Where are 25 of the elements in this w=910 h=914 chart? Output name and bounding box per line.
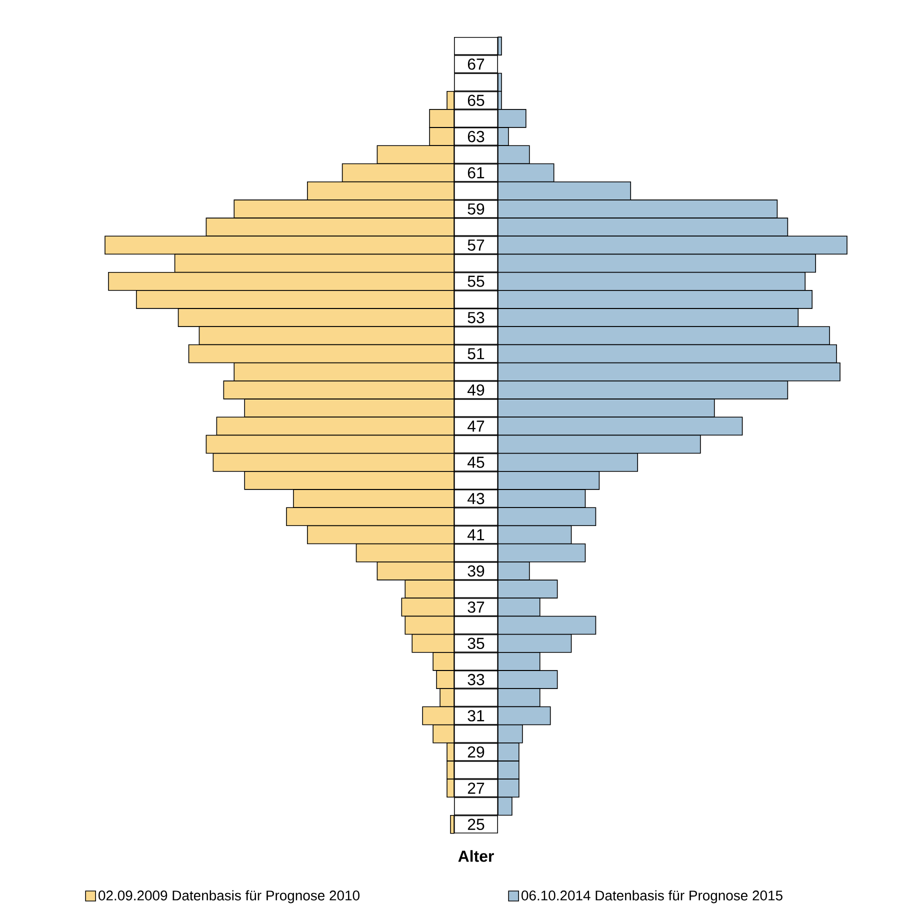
y-tick-label: 63 <box>468 130 484 142</box>
y-tick-label: 33 <box>468 674 484 686</box>
y-tick-label: 37 <box>468 602 484 613</box>
y-tick-label: 65 <box>468 94 484 106</box>
y-tick-label: 59 <box>468 203 484 215</box>
y-tick-label: 39 <box>468 565 484 577</box>
y-tick-label: 45 <box>468 456 484 468</box>
legend-label: 02.09.2009 Datenbasis für Prognose 2010 <box>98 890 360 904</box>
y-tick-label: 27 <box>468 782 484 794</box>
y-tick-label: 53 <box>468 312 484 324</box>
y-tick-label: 35 <box>468 638 484 649</box>
text: Alter <box>458 850 494 862</box>
y-tick-label: 49 <box>468 384 484 396</box>
y-tick-label: 67 <box>468 58 484 70</box>
y-tick-label: 57 <box>468 240 484 251</box>
y-tick-label: 61 <box>468 167 484 178</box>
y-tick-label: 47 <box>468 420 484 432</box>
y-tick-label: 29 <box>468 746 484 758</box>
legend-label: 06.10.2014 Datenbasis für Prognose 2015 <box>522 890 782 904</box>
y-tick-label: 43 <box>468 492 484 504</box>
y-tick-label: 55 <box>468 276 484 287</box>
y-tick-label: 41 <box>468 529 484 540</box>
y-tick-label: 31 <box>468 710 484 722</box>
y-tick-label: 51 <box>468 348 484 360</box>
y-tick-label: 25 <box>468 818 484 830</box>
